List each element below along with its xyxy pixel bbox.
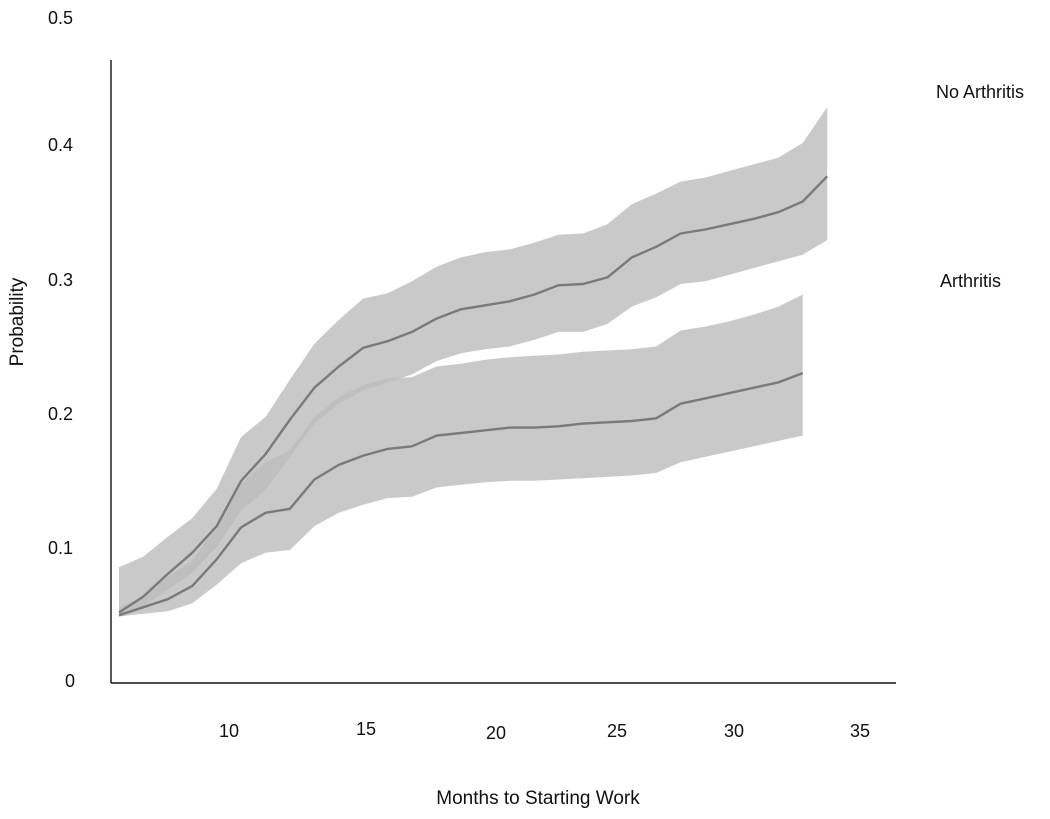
y-tick-label-0: 0 [65,671,75,691]
series-label-no-arthritis: No Arthritis [936,82,1024,102]
series-line-arthritis [118,371,804,617]
y-tick-label-0-1: 0.1 [48,538,73,558]
x-tick-label-25: 25 [607,721,627,741]
confidence-band-arthritis [119,294,803,617]
series-line-no-arthritis [118,175,829,614]
x-tick-label-20: 20 [486,723,506,743]
y-tick-label-0-5: 0.5 [48,8,73,28]
confidence-band-no-arthritis [119,107,828,617]
x-axis-title: Months to Starting Work [436,788,640,809]
y-tick-label-0-2: 0.2 [48,404,73,424]
x-tick-label-30: 30 [724,721,744,741]
series-label-arthritis: Arthritis [940,271,1001,291]
y-axis-title: Probability [7,277,28,366]
x-tick-label-15: 15 [356,719,376,739]
y-tick-label-0-4: 0.4 [48,135,73,155]
y-tick-label-0-3: 0.3 [48,270,73,290]
x-tick-label-10: 10 [219,721,239,741]
x-tick-label-35: 35 [850,721,870,741]
series-lines [118,175,829,617]
confidence-bands [119,107,828,617]
